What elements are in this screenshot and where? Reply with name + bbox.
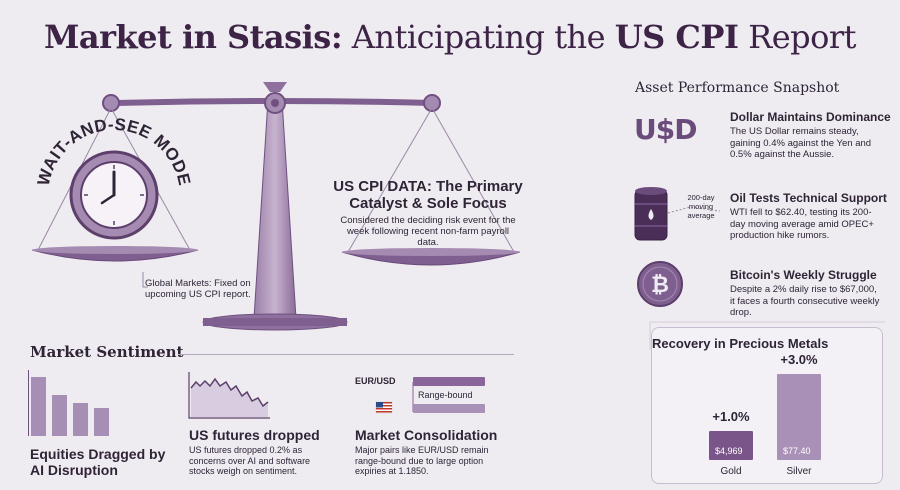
oil-description: WTI fell to $62.40, testing its 200-day …	[730, 207, 874, 241]
equities-bar	[94, 408, 109, 436]
range-upper-bar	[413, 377, 485, 386]
metal-bar-gold	[709, 431, 753, 460]
metal-price-label: $4,969	[715, 446, 743, 456]
metal-pct-label: +3.0%	[780, 352, 818, 367]
equities-bar	[73, 403, 88, 436]
bitcoin-description: Despite a 2% daily rise to $67,000, it f…	[730, 284, 880, 318]
oil-barrel-icon	[634, 187, 668, 241]
equities-bar-chart	[24, 370, 144, 436]
equities-axis	[28, 370, 29, 436]
global-markets-note: Global Markets: Fixed on upcoming US CPI…	[145, 278, 251, 300]
section-divider	[178, 354, 514, 355]
futures-description: US futures dropped 0.2% as concerns over…	[189, 445, 311, 476]
usd-logo: U$D	[634, 113, 697, 146]
bitcoin-icon: ₿	[637, 261, 683, 307]
dollar-title: Dollar Maintains Dominance	[730, 110, 891, 124]
consolidation-label: Market Consolidation	[355, 427, 498, 443]
range-lower-bar	[413, 404, 485, 413]
svg-text:₿: ₿	[651, 273, 669, 298]
metal-bar-silver	[777, 374, 821, 460]
moving-average-label: 200-day moving average	[687, 193, 715, 220]
eurusd-pair-label: EUR/USD	[355, 376, 396, 386]
market-sentiment-title: Market Sentiment	[30, 343, 184, 361]
page-title: Market in Stasis: Anticipating the US CP…	[43, 18, 857, 56]
dollar-description: The US Dollar remains steady, gaining 0.…	[730, 126, 872, 160]
us-flag-icon	[375, 401, 393, 414]
futures-label: US futures dropped	[189, 427, 320, 443]
futures-line-chart	[188, 372, 270, 419]
metal-price-label: $77.40	[783, 446, 811, 456]
oil-title: Oil Tests Technical Support	[730, 191, 887, 205]
metal-category-label: Silver	[786, 466, 812, 477]
equities-bar	[52, 395, 67, 436]
asset-snapshot-title: Asset Performance Snapshot	[635, 80, 840, 96]
metal-pct-label: +1.0%	[712, 409, 750, 424]
bitcoin-title: Bitcoin's Weekly Struggle	[730, 268, 877, 282]
consolidation-description: Major pairs like EUR/USD remain range-bo…	[355, 445, 489, 476]
equities-label: Equities Dragged by AI Disruption	[30, 446, 166, 478]
metal-category-label: Gold	[720, 466, 742, 477]
range-bound-label: Range-bound	[418, 390, 473, 400]
cpi-description: Considered the deciding risk event for t…	[340, 215, 516, 248]
cpi-title: US CPI DATA: The Primary Catalyst & Sole…	[333, 178, 523, 212]
equities-bar	[31, 377, 46, 436]
metals-chart-title: Recovery in Precious Metals	[652, 336, 829, 351]
precious-metals-card	[651, 327, 883, 484]
